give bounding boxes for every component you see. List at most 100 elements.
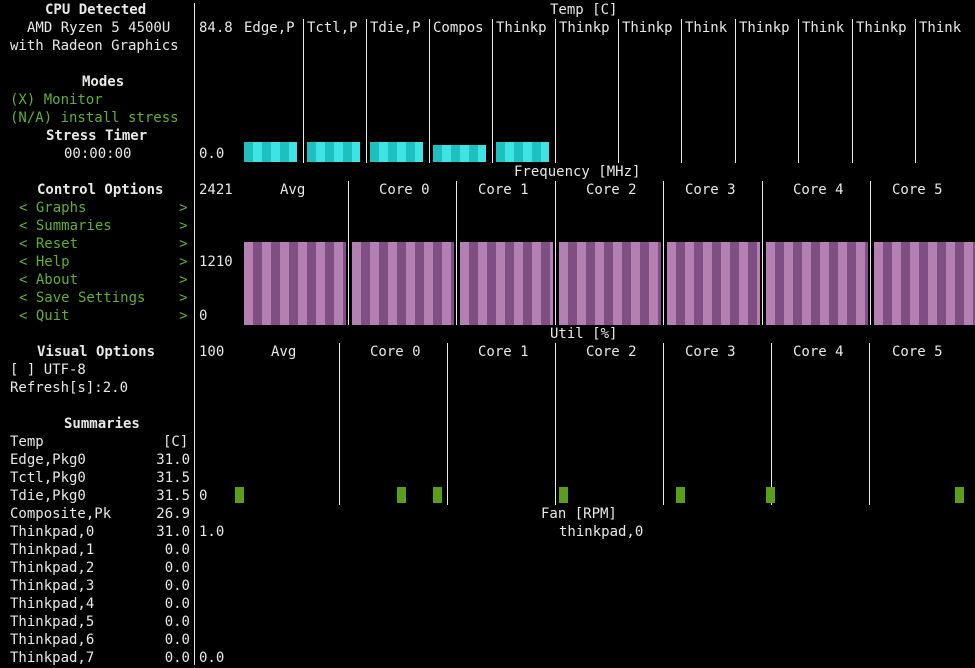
- frequency-graph-title: Frequency [MHz]: [514, 164, 641, 180]
- summary-name: Edge,Pkg0: [10, 452, 86, 468]
- util-column-divider: [663, 343, 664, 505]
- summary-value: 0.0: [164, 614, 190, 630]
- temp-column-divider: [492, 19, 493, 163]
- util-bar: [955, 487, 964, 503]
- frequency-bar: [244, 242, 346, 325]
- util-column-header: Core 5: [892, 344, 943, 360]
- cpu-name-line1: AMD Ryzen 5 4500U: [27, 20, 171, 36]
- summary-value: 0.0: [164, 560, 190, 576]
- modes-title: Modes: [82, 74, 125, 90]
- menu-graphs-button[interactable]: < Graphs >: [19, 200, 188, 216]
- stress-timer-title: Stress Timer: [46, 128, 148, 144]
- frequency-min-label: 0: [199, 308, 208, 324]
- util-bar: [766, 487, 775, 503]
- frequency-column-header: Avg: [280, 182, 306, 198]
- frequency-column-header: Core 5: [892, 182, 943, 198]
- util-column-header: Core 3: [685, 344, 736, 360]
- util-bar: [559, 487, 568, 503]
- temp-column-header: Compos: [433, 20, 484, 36]
- util-column-divider: [555, 343, 556, 505]
- frequency-max-label: 2421: [199, 182, 233, 198]
- fan-min-label: 0.0: [199, 650, 225, 666]
- temp-column-header: Think: [802, 20, 845, 36]
- menu-quit-button[interactable]: < Quit >: [19, 308, 188, 324]
- frequency-column-divider: [456, 181, 457, 325]
- summary-name: Composite,Pk: [10, 506, 112, 522]
- menu-save-settings-button[interactable]: < Save Settings >: [19, 290, 188, 306]
- util-column-divider: [447, 343, 448, 505]
- menu-summaries-button[interactable]: < Summaries >: [19, 218, 188, 234]
- summary-header-unit: [C]: [163, 434, 189, 450]
- frequency-column-divider: [870, 181, 871, 325]
- summary-name: Thinkpad,7: [10, 650, 95, 666]
- monitor-mode-radio[interactable]: (X) Monitor: [10, 92, 103, 108]
- menu-reset-button[interactable]: < Reset >: [19, 236, 188, 252]
- frequency-column-divider: [762, 181, 763, 325]
- menu-about-button[interactable]: < About >: [19, 272, 188, 288]
- summary-value: 31.0: [156, 524, 190, 540]
- temp-min-label: 0.0: [199, 146, 225, 162]
- util-column-header: Avg: [271, 344, 297, 360]
- summary-name: Thinkpad,0: [10, 524, 95, 540]
- summary-header-name: Temp: [10, 434, 44, 450]
- util-max-label: 100: [199, 344, 225, 360]
- temp-column-divider: [555, 19, 556, 163]
- summary-name: Tdie,Pkg0: [10, 488, 86, 504]
- summary-name: Thinkpad,6: [10, 632, 95, 648]
- temp-column-header: Edge,P: [244, 20, 295, 36]
- summary-name: Thinkpad,1: [10, 542, 95, 558]
- frequency-column-header: Core 2: [586, 182, 637, 198]
- temp-column-header: Think: [919, 20, 962, 36]
- visual-options-title: Visual Options: [37, 344, 156, 360]
- cpu-detected-title: CPU Detected: [45, 2, 147, 18]
- stress-mode-radio[interactable]: (N/A) install stress: [10, 110, 179, 126]
- temp-bar-notch: [262, 108, 271, 126]
- stress-timer-value: 00:00:00: [64, 146, 132, 162]
- util-min-label: 0: [199, 488, 208, 504]
- util-column-header: Core 2: [586, 344, 637, 360]
- frequency-mid-label: 1210: [199, 254, 233, 270]
- util-column-header: Core 1: [478, 344, 529, 360]
- temp-column-divider: [429, 19, 430, 163]
- temp-max-label: 84.8: [199, 20, 233, 36]
- temp-column-divider: [366, 19, 367, 163]
- temp-column-header: Thinkp: [559, 20, 610, 36]
- summary-value: 0.0: [164, 542, 190, 558]
- frequency-bar: [667, 242, 760, 325]
- summary-name: Thinkpad,5: [10, 614, 95, 630]
- summary-name: Thinkpad,3: [10, 578, 95, 594]
- summary-value: 31.5: [156, 470, 190, 486]
- summary-value: 31.0: [156, 452, 190, 468]
- temp-column-divider: [798, 19, 799, 163]
- util-bar: [433, 487, 442, 503]
- temp-column-header: Thinkp: [739, 20, 790, 36]
- utf8-checkbox[interactable]: [ ] UTF-8: [10, 362, 86, 378]
- temp-bar: [496, 142, 549, 162]
- temp-column-divider: [915, 19, 916, 163]
- fan-max-label: 1.0: [199, 524, 225, 540]
- summary-value: 0.0: [164, 650, 190, 666]
- summary-value: 0.0: [164, 578, 190, 594]
- fan-column-header: thinkpad,0: [559, 524, 644, 540]
- temp-column-divider: [681, 19, 682, 163]
- temp-column-divider: [618, 19, 619, 163]
- frequency-column-header: Core 4: [793, 182, 844, 198]
- util-column-divider: [339, 343, 340, 505]
- frequency-bar: [559, 242, 661, 325]
- temp-bar: [244, 142, 297, 162]
- frequency-column-divider: [663, 181, 664, 325]
- util-column-header: Core 0: [370, 344, 421, 360]
- summary-name: Thinkpad,4: [10, 596, 95, 612]
- menu-help-button[interactable]: < Help >: [19, 254, 188, 270]
- fan-graph-title: Fan [RPM]: [541, 506, 617, 522]
- refresh-option[interactable]: Refresh[s]:2.0: [10, 380, 129, 396]
- summary-value: 0.0: [164, 596, 190, 612]
- temp-bar: [370, 142, 423, 162]
- util-bar: [397, 487, 406, 503]
- frequency-bar: [352, 242, 454, 325]
- temp-column-divider: [852, 19, 853, 163]
- util-column-divider: [771, 343, 772, 505]
- frequency-bar: [766, 242, 868, 325]
- frequency-column-divider: [348, 181, 349, 325]
- summary-value: 31.5: [156, 488, 190, 504]
